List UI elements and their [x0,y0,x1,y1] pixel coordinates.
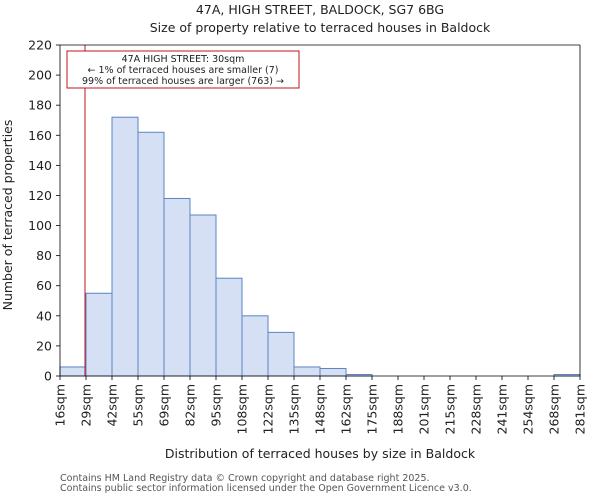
x-tick-label: 69sqm [157,384,172,427]
annotation-line-2: ← 1% of terraced houses are smaller (7) [88,65,279,76]
chart-title: 47A, HIGH STREET, BALDOCK, SG7 6BG [196,2,444,17]
x-tick-label: 108sqm [235,384,250,434]
x-tick-label: 95sqm [209,384,224,427]
bar-135sqm [293,366,321,377]
y-tick-label: 220 [28,38,52,53]
x-tick-label: 55sqm [131,384,146,427]
x-tick-label: 201sqm [417,384,432,434]
x-tick-label: 122sqm [261,384,276,434]
x-ticks-group: 16sqm 29sqm 42sqm 55sqm 69sqm 82sqm 95sqm 108sq… [53,376,588,434]
y-tick-label: 80 [36,248,52,263]
x-tick-label: 188sqm [391,384,406,434]
y-tick-label: 40 [36,308,52,323]
chart-subtitle: Size of property relative to terraced ho… [150,20,491,35]
x-tick-label: 281sqm [573,384,588,434]
x-axis-label: Distribution of terraced houses by size … [165,446,476,461]
bar-82sqm [189,214,217,377]
bar-69sqm [163,197,191,377]
bar-42sqm [111,116,139,377]
y-tick-label: 180 [28,98,52,113]
x-tick-label: 162sqm [339,384,354,434]
bars-group [59,116,581,377]
annotation-line-3: 99% of terraced houses are larger (763) … [82,76,284,87]
x-tick-label: 82sqm [183,384,198,427]
footer-copyright: Contains HM Land Registry data © Crown c… [60,473,430,484]
bar-122sqm [267,331,295,377]
annotation-box [66,50,300,89]
annotation-line-1: 47A HIGH STREET: 30sqm [122,54,245,65]
y-tick-label: 120 [28,188,52,203]
x-tick-label: 42sqm [105,384,120,427]
x-tick-label: 268sqm [547,384,562,434]
y-tick-label: 0 [44,369,52,384]
x-tick-label: 16sqm [53,384,68,427]
y-tick-label: 200 [28,68,52,83]
bar-55sqm [137,131,165,377]
bar-29sqm [85,292,113,377]
y-tick-label: 100 [28,218,52,233]
y-tick-label: 60 [36,278,52,293]
marker-group: 47A HIGH STREET: 30sqm← 1% of terraced h… [66,45,300,376]
x-tick-label: 135sqm [287,384,302,434]
x-tick-label: 29sqm [79,384,94,427]
x-tick-label: 228sqm [469,384,484,434]
bar-95sqm [215,277,243,377]
y-tick-label: 160 [28,128,52,143]
y-ticks-group: 0 20 40 60 80 100 120 140 160 180 200 220 [28,38,60,384]
bar-16sqm [59,366,87,377]
footer-licence: Contains public sector information licen… [60,483,472,494]
bar-108sqm [241,315,269,377]
y-tick-label: 140 [28,158,52,173]
x-tick-label: 148sqm [313,384,328,434]
y-tick-label: 20 [36,338,52,353]
y-axis-label: Number of terraced properties [0,120,15,311]
x-tick-label: 254sqm [521,384,536,434]
x-tick-label: 241sqm [495,384,510,434]
bar-148sqm [319,367,347,377]
x-tick-label: 175sqm [365,384,380,434]
x-tick-label: 215sqm [443,384,458,434]
